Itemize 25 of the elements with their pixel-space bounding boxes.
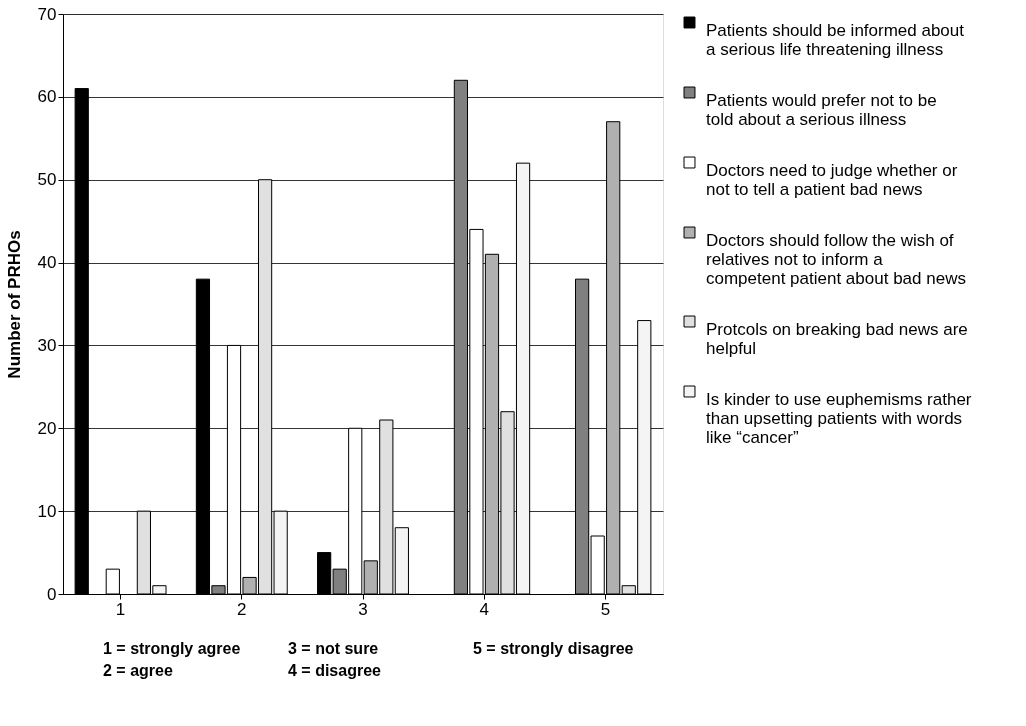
x-tick-label: 3 (358, 599, 368, 619)
y-tick-label: 40 (37, 253, 57, 273)
y-tick-label: 60 (37, 87, 57, 107)
text: 1 = strongly agree (103, 640, 241, 657)
x-tick-label: 2 (237, 599, 247, 619)
legend-label: Doctors should follow the wish of relatives not to inform a competent patient about bad news (706, 230, 966, 288)
text: 3 = not sure (288, 640, 379, 657)
x-tick-label: 5 (600, 599, 611, 619)
text: 2 = agree (103, 662, 173, 679)
legend-label: Protcols on breaking bad news are helpful (706, 319, 968, 358)
legend-label: Patients should be informed about a serious life threatening illness (706, 20, 965, 59)
y-tick-label: 0 (47, 584, 57, 604)
y-tick-label: 50 (37, 170, 57, 190)
y-tick-label: 10 (37, 501, 57, 521)
legend-label: Doctors need to judge whether or not to tell a patient bad news (706, 160, 958, 199)
x-tick-label: 4 (479, 599, 489, 619)
text: 5 = strongly disagree (473, 640, 634, 657)
y-tick-label: 70 (37, 4, 57, 24)
y-axis-title: Number of PRHOs (4, 230, 24, 379)
x-tick-label: 1 (115, 599, 126, 619)
y-tick-label: 30 (37, 335, 57, 355)
legend-label: Is kinder to use euphemisms rather than upsetting patients with words like “cancer” (706, 389, 972, 447)
y-tick-label: 20 (37, 418, 57, 438)
text: 4 = disagree (288, 662, 382, 679)
legend-label: Patients would prefer not to be told about a serious illness (706, 90, 937, 129)
